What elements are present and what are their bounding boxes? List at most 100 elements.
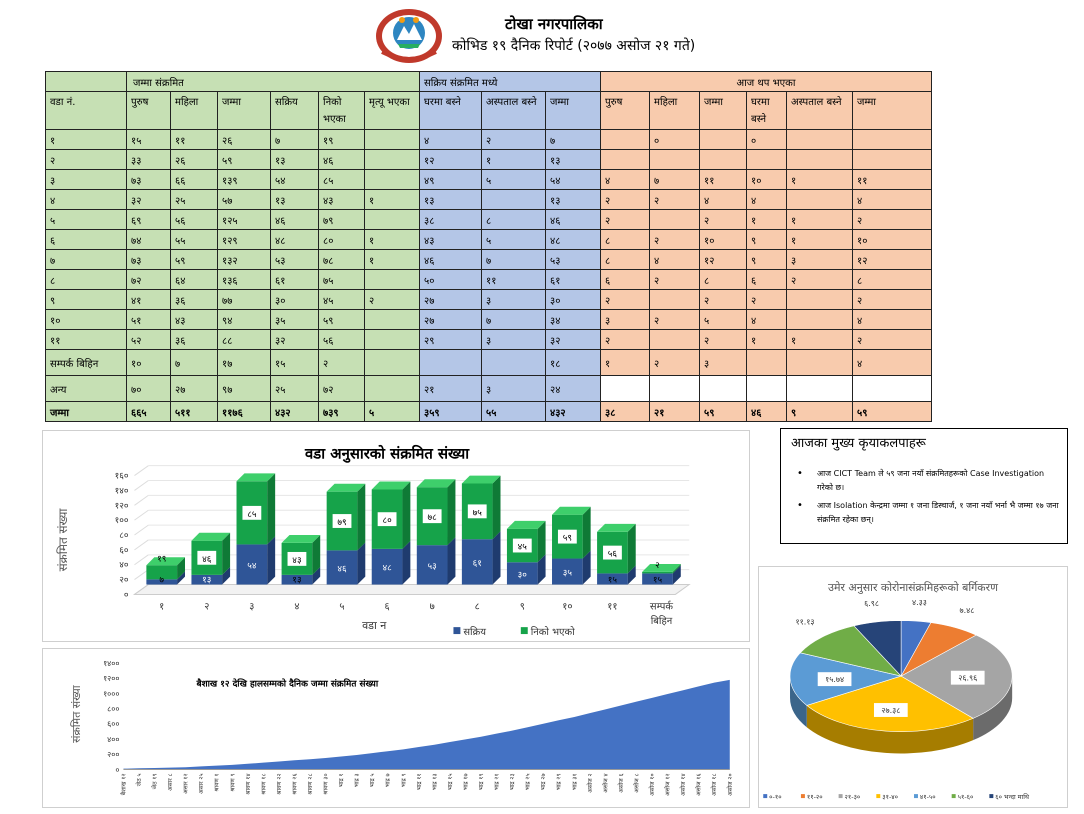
total-cell: २१ xyxy=(649,401,700,422)
table-cell: ७० xyxy=(126,375,171,402)
table-cell: ६ xyxy=(600,269,650,290)
table-cell: १३६ xyxy=(217,269,271,290)
column-header: निको भएका xyxy=(318,91,365,130)
bar-label-recovered: ७५ xyxy=(473,508,483,518)
table-cell: २६ xyxy=(217,129,271,150)
bar-label-active: ३५ xyxy=(563,568,573,578)
total-cell: ५ xyxy=(364,401,420,422)
table-cell: २४ xyxy=(545,375,601,402)
table-cell: ८ xyxy=(852,269,932,290)
x-tick-label: भाद्र १ xyxy=(339,773,345,787)
x-tick-label: १ xyxy=(159,601,164,612)
x-tick-label: भाद्र २९ xyxy=(557,773,563,790)
bar-recovered-side xyxy=(222,532,231,575)
table-cell: १३ xyxy=(270,189,319,210)
bar-recovered-side xyxy=(582,506,591,559)
table-cell xyxy=(364,209,420,230)
table-cell: २७ xyxy=(419,289,482,310)
table-cell: ३ xyxy=(481,329,546,350)
table-cell: ३ xyxy=(699,349,747,376)
x-tick-label: बिहिन xyxy=(651,615,673,627)
x-axis-label: वडा न xyxy=(362,619,387,632)
table-cell xyxy=(786,375,853,402)
y-tick-label: १००० xyxy=(103,689,119,698)
table-cell: ३२ xyxy=(270,329,319,350)
x-tick-label: भाद्र ३ xyxy=(355,773,361,787)
bar-label-recovered: २ xyxy=(655,561,660,571)
bar-recovered-side xyxy=(177,557,186,580)
y-tick-label: ४० xyxy=(119,561,129,571)
table-cell: ३ xyxy=(481,375,546,402)
table-cell: २६ xyxy=(170,149,218,170)
table-cell: २ xyxy=(699,289,747,310)
table-cell: ५९ xyxy=(170,249,218,270)
table-cell: १ xyxy=(364,229,420,250)
table-cell: ८५ xyxy=(318,169,365,190)
total-cell: ५११ xyxy=(170,401,218,422)
table-cell: २ xyxy=(364,289,420,310)
table-cell: १५ xyxy=(270,349,319,376)
bar-top xyxy=(416,479,456,488)
legend-label: ४१-५० xyxy=(920,793,936,801)
x-tick-label: जेठ ५ xyxy=(135,773,143,786)
bar-active-side xyxy=(492,531,501,585)
x-tick-label: सम्पर्क xyxy=(650,600,673,612)
table-cell: ४६ xyxy=(270,209,319,230)
y-tick-label: १४०० xyxy=(103,659,119,668)
y-axis-label: संक्रमित संख्या xyxy=(70,685,83,743)
ward-cell: सम्पर्क बिहिन xyxy=(45,349,127,376)
bar-recovered-side xyxy=(627,523,636,574)
table-cell: ५९ xyxy=(217,149,271,170)
ward-cell: ७ xyxy=(45,249,127,270)
legend-swatch xyxy=(876,794,881,799)
pie-slice-label: ११.१३ xyxy=(796,617,815,626)
table-row: ३ ७३ ६६ १३९ ५४ ८५ ४९ ५ ५४ ४ ७ ११ १० १ ११ xyxy=(45,169,932,190)
table-cell: १३२ xyxy=(217,249,271,270)
table-cell: ९ xyxy=(746,249,787,270)
bar-active xyxy=(642,573,673,585)
column-header: मृत्यू भएका xyxy=(364,91,420,130)
table-cell xyxy=(786,349,853,376)
column-header: जम्मा xyxy=(217,91,271,130)
legend-swatch xyxy=(763,794,768,799)
bar-top xyxy=(642,563,681,572)
bar-top xyxy=(191,532,231,541)
table-cell xyxy=(786,289,853,310)
bar-recovered-side xyxy=(402,481,411,549)
x-tick-label: ९ xyxy=(520,601,525,612)
bar-label-active: ४८ xyxy=(382,564,392,574)
bar-top xyxy=(371,481,411,490)
bar-group: १३ ४६ २ xyxy=(191,532,231,612)
grid-line xyxy=(134,554,149,566)
x-tick-label: श्रावण २६ xyxy=(292,773,298,794)
bar-active-side xyxy=(537,554,546,585)
group-header-active: सक्रिय संक्रमित मध्ये xyxy=(419,71,601,92)
pie-slice-label: ४.३३ xyxy=(912,598,927,607)
bar-active xyxy=(371,548,403,585)
table-cell xyxy=(852,149,932,170)
table-cell: १३ xyxy=(419,189,482,210)
table-cell: ३० xyxy=(270,289,319,310)
x-tick-label: असोज ४ xyxy=(601,773,609,792)
table-cell: २ xyxy=(600,329,650,350)
bar-recovered-side xyxy=(492,475,501,540)
table-cell: ८ xyxy=(699,269,747,290)
table-cell: ३६ xyxy=(170,329,218,350)
bar-label-active: ५३ xyxy=(428,562,437,572)
bar-label-active: १३ xyxy=(202,576,211,586)
x-tick-label: भाद्र ९ xyxy=(401,773,407,787)
label-box xyxy=(557,529,577,544)
bar-label-recovered: ४६ xyxy=(202,555,212,565)
y-tick-label: १०० xyxy=(115,516,129,526)
total-cell: ५९ xyxy=(699,401,747,422)
table-cell xyxy=(364,349,420,376)
table-cell: २ xyxy=(852,289,932,310)
bar-label-active: ५४ xyxy=(247,561,257,571)
bar-active xyxy=(146,579,178,585)
y-tick-label: ६०० xyxy=(107,720,119,729)
bar-active-side xyxy=(222,566,231,585)
table-cell: ७२ xyxy=(126,269,171,290)
x-tick-label: ३ xyxy=(249,601,254,612)
bar-recovered-side xyxy=(357,483,366,551)
table-cell: ७९ xyxy=(318,209,365,230)
